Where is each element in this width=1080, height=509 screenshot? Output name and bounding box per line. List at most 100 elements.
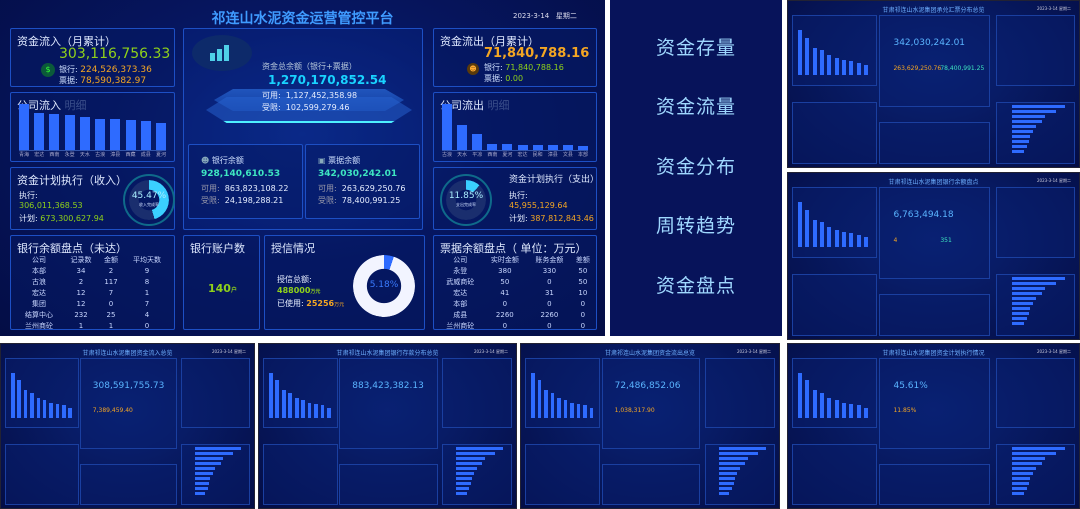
column-header: 差额 — [575, 255, 590, 264]
table-cell: 31 — [544, 288, 554, 297]
table-cell: 9 — [144, 266, 150, 275]
column-header: 账务金额 — [535, 255, 564, 264]
thumbnail-bar — [537, 380, 542, 418]
thumbnail-bar — [281, 390, 286, 418]
table-cell: 12 — [76, 299, 86, 308]
thumbnail-bar — [827, 227, 832, 248]
bar: 成县 — [141, 121, 151, 158]
table-cell: 成县 — [453, 310, 468, 319]
thumbnail-bar — [849, 403, 854, 418]
thumbnail-bar — [841, 232, 847, 248]
table-cell: 4 — [144, 310, 150, 319]
total-available: 1,127,452,358.98 — [285, 91, 358, 100]
table-row: 集团 12 0 7 — [15, 298, 171, 309]
table-row: 本部 0 0 0 — [438, 298, 594, 309]
outflow-panel: 资金流出（月累计） ☻ 71,840,788.16 银行: 71,840,788… — [433, 28, 597, 87]
thumbnail-date: 2023-3-14 星期二 — [212, 349, 246, 354]
thumbnail-hbar — [1012, 302, 1033, 306]
menu-item-check[interactable]: 资金盘点 — [655, 275, 736, 297]
thumbnail-bar — [856, 234, 861, 248]
main-dashboard: 祁连山水泥资金运营管控平台 2023-3-14 星期二 资金流入（月累计） $ … — [0, 0, 605, 336]
table-row: 古浪 2 117 8 — [15, 276, 171, 287]
thumbnail-bar — [805, 209, 810, 248]
thumbnail-hbar — [719, 461, 745, 465]
bar-label: 古浪 — [95, 152, 106, 158]
thumbnail-hbar — [1012, 120, 1042, 124]
tab-detail[interactable]: 明细 — [64, 99, 87, 112]
thumbnail-hbar — [195, 461, 221, 465]
user-icon: ☻ — [201, 156, 210, 165]
thumbnail-hbar — [719, 466, 740, 470]
thumbnail-hbar — [719, 476, 735, 480]
thumbnail-hbar — [1012, 277, 1066, 281]
bar-label: 夏河 — [155, 152, 166, 158]
table-row: 结算中心 232 25 4 — [15, 309, 171, 320]
thumbnail-bar — [805, 380, 810, 418]
table-cell: 本部 — [453, 299, 468, 308]
thumbnail-subvalue: 263,629,250.76 — [893, 64, 942, 72]
menu-item-flow[interactable]: 资金流量 — [655, 96, 736, 118]
thumbnail-hbar — [195, 466, 216, 470]
dashboard-thumbnail[interactable]: 甘肃祁连山水泥集团资金流出总览 2023-3-14 星期二 72,486,852.0… — [520, 343, 780, 509]
plan-out-plan: 387,812,843.46 — [530, 214, 594, 223]
thumbnail-bar — [301, 400, 305, 418]
tab-detail[interactable]: 明细 — [487, 99, 510, 112]
column-header: 实时金额 — [490, 255, 519, 264]
thumbnail-bar — [841, 402, 847, 418]
accounts-panel: 银行账户数 140户 — [183, 235, 260, 330]
thumbnail-bar — [62, 405, 66, 418]
credit-used: 25256 — [306, 299, 335, 308]
thumbnail-hbar — [456, 446, 503, 450]
dashboard-thumbnail[interactable]: 甘肃祁连山水泥集团资金计划执行情况 2023-3-14 星期二 45.61% 11.8… — [787, 343, 1080, 509]
column-header: 平均天数 — [133, 255, 161, 264]
menu-item-turnover[interactable]: 周转趋势 — [655, 215, 736, 237]
bill-balance: 342,030,242.01 — [318, 169, 398, 179]
bar: 西藏 — [126, 120, 136, 158]
thumbnail-hbar — [1012, 105, 1066, 109]
bank-check-table: 公司 记录数 金额 平均天数 本部 34 2 9 古浪 2 117 8 宏达 12 7 1 集团 12 0 7 结算中心… — [15, 254, 171, 331]
bar: 文县 — [563, 145, 573, 158]
thumbnail-value: 6,763,494.18 — [893, 209, 954, 220]
date: 2023-3-14 星期二 — [513, 12, 577, 20]
dashboard-thumbnail[interactable]: 甘肃祁连山水泥集团资金流入总览 2023-3-14 星期二 308,591,755.… — [0, 343, 255, 509]
table-cell: 117 — [104, 277, 118, 286]
thumbnail-hbar — [1012, 471, 1033, 475]
thumbnail-subvalue: 4 — [893, 236, 898, 244]
table-cell: 380 — [498, 266, 512, 275]
thumbnail-bar — [576, 403, 581, 418]
dashboard-thumbnail[interactable]: 甘肃祁连山水泥集团银行余额盘点 2023-3-14 星期二 6,763,494.18… — [787, 172, 1080, 340]
bar-label: 本部 — [577, 152, 588, 158]
thumbnail-bar — [327, 407, 331, 418]
inflow-bank: 224,526,373.36 — [80, 65, 152, 75]
bar-label: 西南 — [49, 152, 60, 158]
menu-item-distribution[interactable]: 资金分布 — [655, 156, 736, 178]
thumbnail-hbar — [1012, 486, 1028, 490]
thumbnail-hbar — [719, 486, 732, 490]
page-title: 祁连山水泥资金运营管控平台 — [211, 11, 394, 27]
inflow-panel: 资金流入（月累计） $ 303,116,756.33 银行: 224,526,3… — [10, 28, 175, 87]
menu-item-stock[interactable]: 资金存量 — [655, 37, 736, 59]
bar: 漳县 — [548, 145, 558, 158]
table-cell: 2 — [78, 277, 84, 286]
column-header: 公司 — [453, 255, 468, 264]
thumbnail-subvalue: 7,389,459.40 — [92, 407, 133, 415]
thumbnail-hbar — [1012, 282, 1057, 286]
thumbnail-hbar — [195, 471, 213, 475]
thumbnail-bar — [819, 50, 825, 76]
bar-label: 宏达 — [34, 152, 45, 158]
table-cell: 本部 — [32, 266, 46, 275]
bar: 夏河 — [156, 123, 166, 158]
thumbnail-hbar — [195, 476, 211, 480]
bar-label: 天水 — [79, 152, 90, 158]
thumbnail-hbar — [1012, 466, 1036, 470]
thumbnail-title: 甘肃祁连山水泥集团资金计划执行情况 — [882, 350, 985, 357]
thumbnail-bar — [798, 202, 803, 248]
bar: 漳县 — [110, 119, 120, 158]
thumbnail-hbar — [1012, 317, 1028, 321]
income-rate-ring — [129, 180, 169, 220]
thumbnail-hbar — [195, 486, 208, 490]
dashboard-thumbnail[interactable]: 甘肃祁连山水泥集团承兑汇票分布总览 2023-3-14 星期二 342,030,24… — [787, 0, 1080, 168]
dashboard-thumbnail[interactable]: 甘肃祁连山水泥集团银行存款分布总览 2023-3-14 星期二 883,423,38… — [258, 343, 517, 509]
bar: 古浪 — [95, 118, 105, 158]
table-cell: 兰州商砼 — [25, 321, 53, 330]
